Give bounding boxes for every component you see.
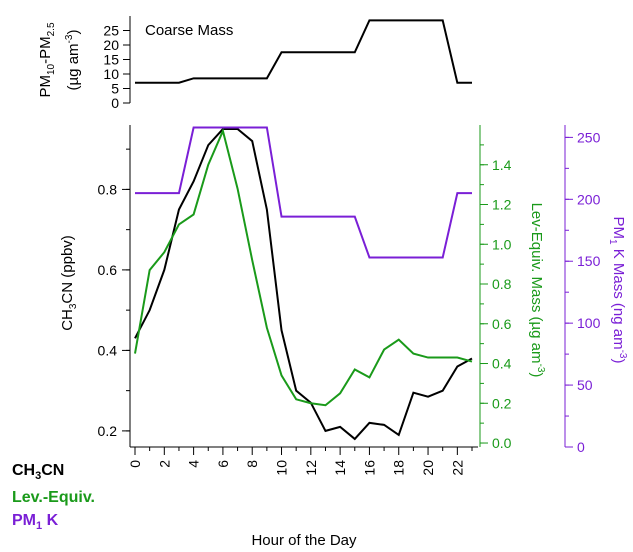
x-tick-label: 18 (391, 460, 407, 476)
y-tick-label: 0 (577, 439, 585, 455)
x-ticks: 0 2 4 6 8 10 12 14 16 18 20 22 (127, 447, 473, 476)
series-lines (134, 126, 473, 441)
y-tick-label: 50 (577, 377, 593, 393)
y-tick-label: 0.6 (492, 316, 512, 332)
x-tick-label: 14 (332, 460, 348, 476)
pm1-k-y-ticks: 0 50 100 150 200 250 (565, 129, 601, 455)
y-tick-label: 1.0 (492, 236, 512, 252)
y-tick-label: 200 (577, 191, 601, 207)
y-tick-label: 1.4 (492, 157, 512, 173)
ch3cn-axis-label: CH3CN (ppbv) (59, 235, 79, 331)
y-tick-label: 150 (577, 253, 601, 269)
top-y-tick-label: 20 (103, 37, 119, 53)
y-tick-label: 0.8 (492, 276, 512, 292)
legend-lev-equiv: Lev.-Equiv. (12, 489, 95, 506)
x-tick-label: 6 (215, 460, 231, 468)
top-y-tick-label: 5 (111, 81, 119, 97)
y-tick-label: 0.2 (492, 395, 512, 411)
x-tick-label: 8 (244, 460, 260, 468)
x-tick-label: 12 (303, 460, 319, 476)
top-y-tick-label: 25 (103, 23, 119, 39)
x-tick-label: 10 (274, 460, 290, 476)
x-tick-label: 4 (186, 460, 202, 468)
y-tick-label: 100 (577, 315, 601, 331)
x-tick-label: 20 (420, 460, 436, 476)
y-tick-label: 0.8 (98, 181, 118, 197)
y-tick-label: 1.2 (492, 197, 512, 213)
legend-ch3cn: CH3CN (12, 462, 65, 483)
top-y-tick-label: 15 (103, 52, 119, 68)
y-tick-label: 0.0 (492, 435, 512, 451)
legend-pm1-k: PM1 K (12, 512, 59, 533)
pm1-k-axis-label: PM1 K Mass (ng am-3) (607, 217, 628, 364)
y-tick-label: 0.2 (98, 423, 118, 439)
x-tick-label: 0 (127, 460, 143, 468)
x-tick-label: 22 (449, 460, 465, 476)
y-tick-label: 250 (577, 129, 601, 145)
y-tick-label: 0.4 (98, 342, 118, 358)
main-panel: 0 2 4 6 8 10 12 14 16 18 20 22 0.20.40.60.8 0.00.20… (59, 125, 628, 549)
y-tick-label: 0.6 (98, 262, 118, 278)
ch3cn-line (134, 128, 473, 441)
top-y-tick-label: 10 (103, 66, 119, 82)
top-y-axis-label: PM10-PM2.5 (37, 22, 57, 97)
top-panel-title: Coarse Mass (145, 22, 233, 39)
y-tick-label: 0.4 (492, 356, 512, 372)
lev-equiv-axis-label: Lev-Equiv. Mass (µg am-3) (528, 203, 546, 378)
x-axis-label: Hour of the Day (251, 532, 357, 549)
ch3cn-y-ticks: 0.2 0.4 0.6 0.8 (98, 148, 130, 439)
x-tick-label: 16 (361, 460, 377, 476)
coarse-mass-line (135, 19, 472, 84)
top-y-tick-label: 0 (111, 95, 119, 111)
top-y-axis-label-units: (µg am-3) (64, 30, 82, 91)
pm1-k-line (135, 126, 472, 259)
x-tick-label: 2 (156, 460, 172, 468)
lev-equiv-y-ticks: 0.0 0.2 0.4 0.6 0.8 1.0 1.2 1.4 (480, 144, 512, 451)
lev-equiv-line (134, 127, 473, 407)
